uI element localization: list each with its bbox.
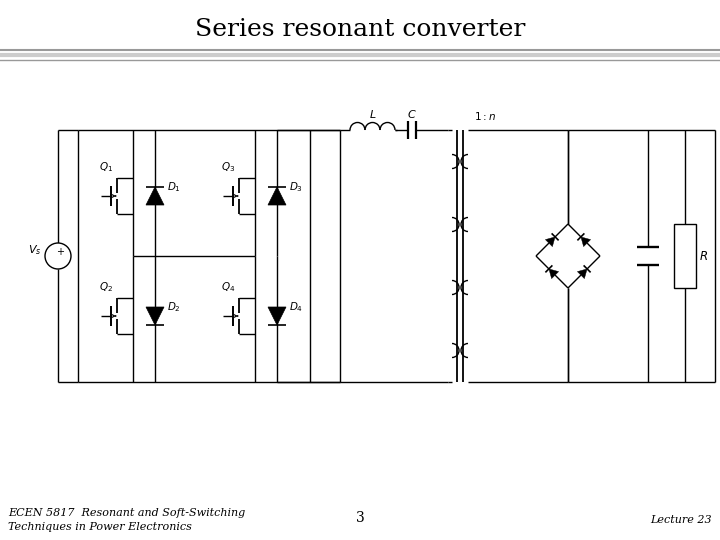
Polygon shape bbox=[268, 307, 286, 325]
Text: $D_4$: $D_4$ bbox=[289, 300, 303, 314]
Text: $D_1$: $D_1$ bbox=[167, 180, 181, 194]
Text: $D_2$: $D_2$ bbox=[167, 300, 181, 314]
Polygon shape bbox=[577, 269, 587, 279]
Polygon shape bbox=[549, 269, 559, 279]
Polygon shape bbox=[581, 237, 590, 247]
Bar bbox=[674, 224, 696, 288]
Text: 3: 3 bbox=[356, 511, 364, 525]
Text: $R$: $R$ bbox=[699, 249, 708, 262]
Text: $C$: $C$ bbox=[407, 108, 417, 120]
Text: $V$: $V$ bbox=[719, 249, 720, 262]
Text: $L$: $L$ bbox=[369, 108, 377, 120]
Text: Series resonant converter: Series resonant converter bbox=[195, 18, 525, 42]
Polygon shape bbox=[545, 237, 555, 247]
Text: $Q_2$: $Q_2$ bbox=[99, 280, 113, 294]
Text: $Q_4$: $Q_4$ bbox=[221, 280, 235, 294]
Text: $1 : n$: $1 : n$ bbox=[474, 110, 496, 122]
Text: Lecture 23: Lecture 23 bbox=[650, 515, 712, 525]
Text: $Q_3$: $Q_3$ bbox=[221, 160, 235, 174]
Text: +: + bbox=[56, 247, 64, 257]
Text: $V_s$: $V_s$ bbox=[27, 243, 41, 257]
Polygon shape bbox=[268, 187, 286, 205]
Text: ECEN 5817  Resonant and Soft-Switching
Techniques in Power Electronics: ECEN 5817 Resonant and Soft-Switching Te… bbox=[8, 508, 246, 531]
Text: $+$: $+$ bbox=[719, 135, 720, 148]
Text: $Q_1$: $Q_1$ bbox=[99, 160, 113, 174]
Text: $D_3$: $D_3$ bbox=[289, 180, 303, 194]
Polygon shape bbox=[146, 187, 164, 205]
Polygon shape bbox=[146, 307, 164, 325]
Circle shape bbox=[45, 243, 71, 269]
